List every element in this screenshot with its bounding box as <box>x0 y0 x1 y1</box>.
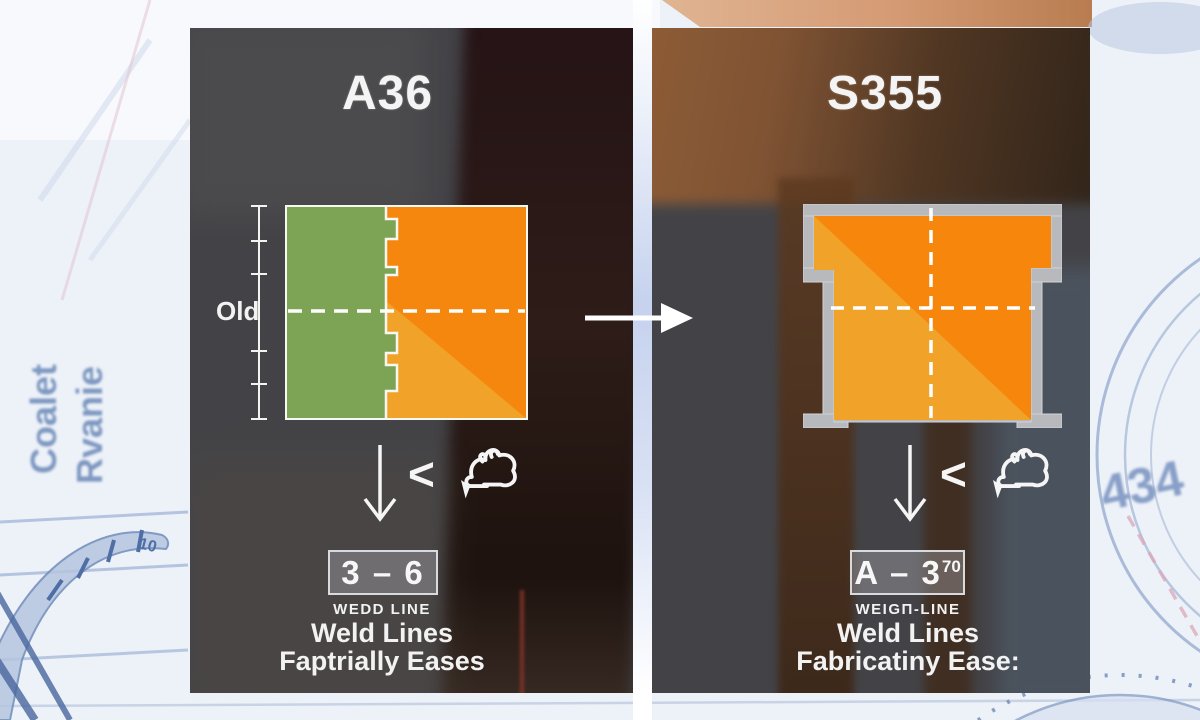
orange-light-shade <box>386 301 528 420</box>
down-arrow-icon <box>893 445 927 522</box>
value-text-right: A – 3 <box>854 553 942 591</box>
doodle-loop <box>489 448 500 459</box>
section-outline <box>285 205 528 420</box>
caption-line2-right: Fabricatiny Ease: <box>796 646 1020 676</box>
value-box-right: A – 3 70 <box>850 550 965 595</box>
panel-s355: S355 < <box>652 28 1090 693</box>
ruler-tick-mark <box>106 539 116 563</box>
panel-divider-strip <box>633 0 652 720</box>
curve-ruler-number: 10 <box>137 535 158 556</box>
cross-section-a36 <box>285 205 528 420</box>
guide-line <box>0 510 189 524</box>
ruler-tick <box>251 418 267 420</box>
value-text-left: 3 – 6 <box>341 553 425 591</box>
photo-brown-patch <box>190 458 448 693</box>
weld-tooth <box>386 267 397 275</box>
weld-tooth <box>386 333 397 353</box>
photo-red-edge <box>520 590 524 693</box>
blueprint-blob <box>1088 2 1200 54</box>
steel-beam-top-sliver <box>662 0 1092 27</box>
dashed-guide-line <box>1126 515 1200 645</box>
ruler-tick-mark <box>76 557 90 579</box>
right-arrow-icon <box>585 303 693 333</box>
weld-tooth <box>386 365 397 391</box>
drafting-stroke <box>0 658 39 720</box>
ruler-tick-mark <box>46 578 64 602</box>
orange-light-shade <box>814 216 1031 420</box>
old-dimension-label: Old <box>216 296 260 326</box>
compass-arc <box>1095 257 1200 653</box>
guide-line <box>0 698 1200 708</box>
caption-small-right: WEIGΠ-LINE <box>855 601 961 618</box>
weld-seam-line <box>384 205 399 420</box>
guide-line <box>0 563 189 577</box>
doodle-tail <box>464 474 489 489</box>
arrow-head <box>661 303 693 333</box>
french-curve-ruler <box>0 531 170 720</box>
doodle-loop <box>1010 452 1020 464</box>
doodle-loop <box>1021 448 1032 459</box>
pink-guide-line <box>60 0 152 301</box>
caption-line2-left: Faptrially Eases <box>279 646 485 676</box>
weld-tooth <box>386 219 397 239</box>
swirl-doodle-icon <box>993 448 1049 499</box>
less-than-icon: < <box>408 448 435 500</box>
ruler-tick-mark <box>136 529 144 553</box>
drafting-stroke <box>0 591 73 720</box>
panel-title-right: S355 <box>826 67 944 120</box>
ruler-tick <box>251 205 267 207</box>
protractor-arc <box>1014 693 1200 720</box>
arrow-head <box>893 497 927 522</box>
margin-text-line2: Rvanie <box>69 366 110 484</box>
margin-text-line1: Coalet <box>23 364 64 474</box>
down-arrow-icon <box>363 445 397 522</box>
panel-a36: A36 Old < <box>190 28 633 693</box>
compass-arc <box>1123 292 1200 618</box>
photo-gray-patch <box>190 28 428 216</box>
value-superscript-right: 70 <box>941 556 961 576</box>
compass-arc <box>1150 328 1200 582</box>
cross-section-s355 <box>803 204 1062 428</box>
steel-beam-photo-top <box>652 28 1090 204</box>
less-than-icon: < <box>940 448 967 500</box>
ruler-line <box>258 205 260 420</box>
caption-line1-left: Weld Lines <box>310 618 454 648</box>
ruler-tick <box>251 350 267 352</box>
caption-small-left: WEDD LINE <box>333 601 431 618</box>
caption-line1-right: Weld Lines <box>836 618 980 648</box>
panel-title-left: A36 <box>341 67 434 120</box>
ruler-tick <box>251 240 267 242</box>
doodle-loop <box>478 452 488 464</box>
arrow-head <box>363 497 397 522</box>
dimension-ruler <box>251 205 267 420</box>
ruler-tick <box>251 383 267 385</box>
swirl-doodle-icon <box>461 448 517 499</box>
value-box-left: 3 – 6 <box>328 550 438 595</box>
doodle-tail <box>996 474 1021 489</box>
ruler-tick <box>251 273 267 275</box>
drafting-line <box>87 118 193 262</box>
